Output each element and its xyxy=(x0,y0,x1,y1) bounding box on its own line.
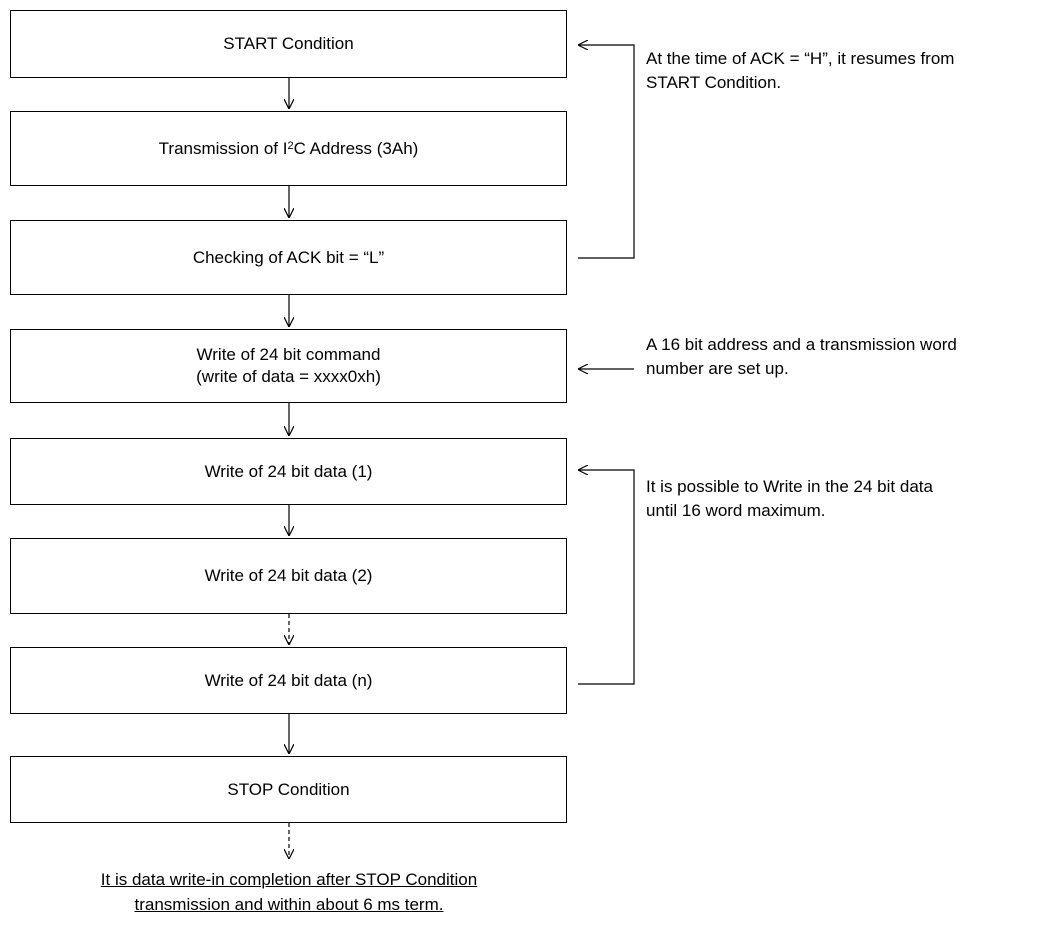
data-repeat-note-line2: until 16 word maximum. xyxy=(646,501,826,520)
data-repeat-note: It is possible to Write in the 24 bit da… xyxy=(646,475,933,523)
data-repeat-loop xyxy=(578,470,635,685)
data-write-n-label: Write of 24 bit data (n) xyxy=(204,670,373,690)
command-write-label-line1: Write of 24 bit command xyxy=(196,345,381,364)
address-transmission-label: Transmission of I2C Address (3Ah) xyxy=(158,138,419,158)
command-note-line2: number are set up. xyxy=(646,359,789,378)
data-write-2-box: Write of 24 bit data (2) xyxy=(10,538,567,614)
ack-check-label: Checking of ACK bit = “L” xyxy=(192,247,385,267)
ack-check-box: Checking of ACK bit = “L” xyxy=(10,220,567,295)
command-note-line1: A 16 bit address and a transmission word xyxy=(646,335,957,354)
data-write-1-box: Write of 24 bit data (1) xyxy=(10,438,567,505)
data-repeat-note-line1: It is possible to Write in the 24 bit da… xyxy=(646,477,933,496)
data-write-n-box: Write of 24 bit data (n) xyxy=(10,647,567,714)
start-condition-box: START Condition xyxy=(10,10,567,78)
completion-note: It is data write-in completion after STO… xyxy=(0,867,578,917)
address-transmission-box: Transmission of I2C Address (3Ah) xyxy=(10,111,567,186)
start-condition-label: START Condition xyxy=(223,34,354,53)
completion-note-line2: transmission and within about 6 ms term. xyxy=(134,895,444,914)
ack-retry-note-line2: START Condition. xyxy=(646,73,782,92)
stop-condition-label: STOP Condition xyxy=(227,779,350,799)
command-note: A 16 bit address and a transmission word… xyxy=(646,333,957,381)
command-write-label-line2: (write of data = xxxx0xh) xyxy=(196,367,381,386)
data-write-2-label: Write of 24 bit data (2) xyxy=(204,566,373,585)
ack-retry-note: At the time of ACK = “H”, it resumes fro… xyxy=(646,47,954,95)
ack-retry-loop xyxy=(578,45,635,259)
data-write-1-label: Write of 24 bit data (1) xyxy=(204,461,373,481)
ack-retry-note-line1: At the time of ACK = “H”, it resumes fro… xyxy=(646,49,955,68)
completion-note-line1: It is data write-in completion after STO… xyxy=(100,870,478,889)
command-write-box: Write of 24 bit command (write of data =… xyxy=(10,329,567,403)
stop-condition-box: STOP Condition xyxy=(10,756,567,823)
